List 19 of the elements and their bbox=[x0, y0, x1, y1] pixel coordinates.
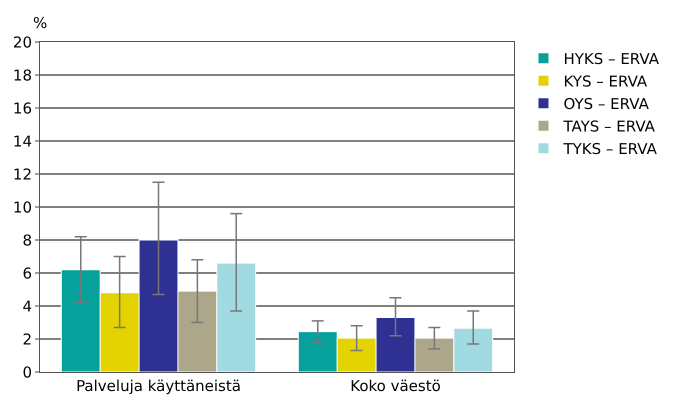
y-tick-label: 12 bbox=[12, 165, 32, 184]
y-tick-label: 2 bbox=[22, 330, 32, 348]
legend-label: TYKS – ERVA bbox=[562, 140, 658, 158]
x-tick-label: Palveluja käyttäneistä bbox=[76, 377, 241, 395]
y-tick-label: 0 bbox=[22, 363, 32, 382]
y-tick-label: 4 bbox=[22, 297, 32, 316]
legend-label: TAYS – ERVA bbox=[562, 118, 656, 136]
legend-label: KYS – ERVA bbox=[563, 72, 648, 91]
y-tick-label: 16 bbox=[12, 99, 32, 118]
y-tick-label: 8 bbox=[22, 231, 32, 250]
legend-label: HYKS – ERVA bbox=[563, 50, 660, 68]
y-tick-label: 6 bbox=[22, 264, 32, 282]
x-tick-label: Koko väestö bbox=[350, 377, 441, 395]
y-tick-label: 18 bbox=[12, 66, 32, 84]
legend-label: OYS – ERVA bbox=[563, 95, 650, 114]
y-axis-title: % bbox=[33, 14, 48, 32]
y-tick-label: 10 bbox=[12, 198, 32, 216]
y-tick-label: 20 bbox=[12, 33, 32, 52]
y-tick-label: 14 bbox=[12, 132, 32, 150]
